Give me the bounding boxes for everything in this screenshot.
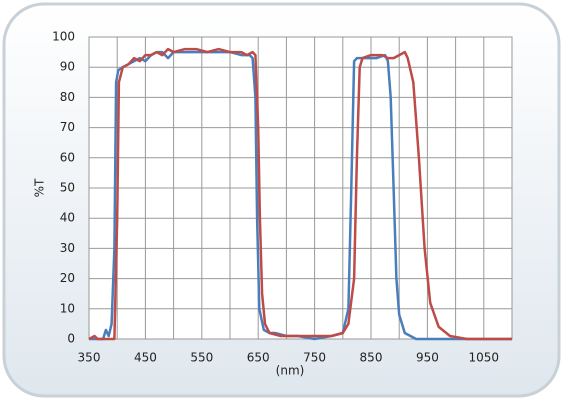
y-tick-label: 0	[67, 332, 75, 346]
y-axis-label: %T	[33, 178, 47, 197]
y-tick-label: 30	[60, 241, 75, 255]
x-tick-label: 550	[190, 351, 213, 365]
series-line	[88, 47, 512, 341]
x-tick-label: 850	[360, 351, 383, 365]
y-tick-label: 50	[60, 181, 75, 195]
y-tick-label: 70	[60, 120, 75, 134]
y-tick-label: 10	[60, 301, 75, 315]
x-tick-label: 450	[134, 351, 157, 365]
x-tick-label: 350	[78, 351, 101, 365]
grid: 0 10 20 30 40 50 60 70 80 90 100 350 450 550 650 750 850…	[52, 30, 513, 365]
x-tick-label: 950	[416, 351, 439, 365]
plot	[88, 47, 512, 341]
y-tick-label: 90	[60, 60, 75, 74]
x-tick-label: 1050	[469, 351, 500, 365]
x-tick-label: 650	[247, 351, 270, 365]
x-tick-label: 750	[303, 351, 326, 365]
y-tick-label: 100	[52, 30, 75, 44]
x-axis-label: (nm)	[276, 364, 305, 378]
y-tick-label: 20	[60, 271, 75, 285]
y-tick-label: 40	[60, 211, 75, 225]
y-tick-label: 60	[60, 150, 75, 164]
y-tick-label: 80	[60, 90, 75, 104]
